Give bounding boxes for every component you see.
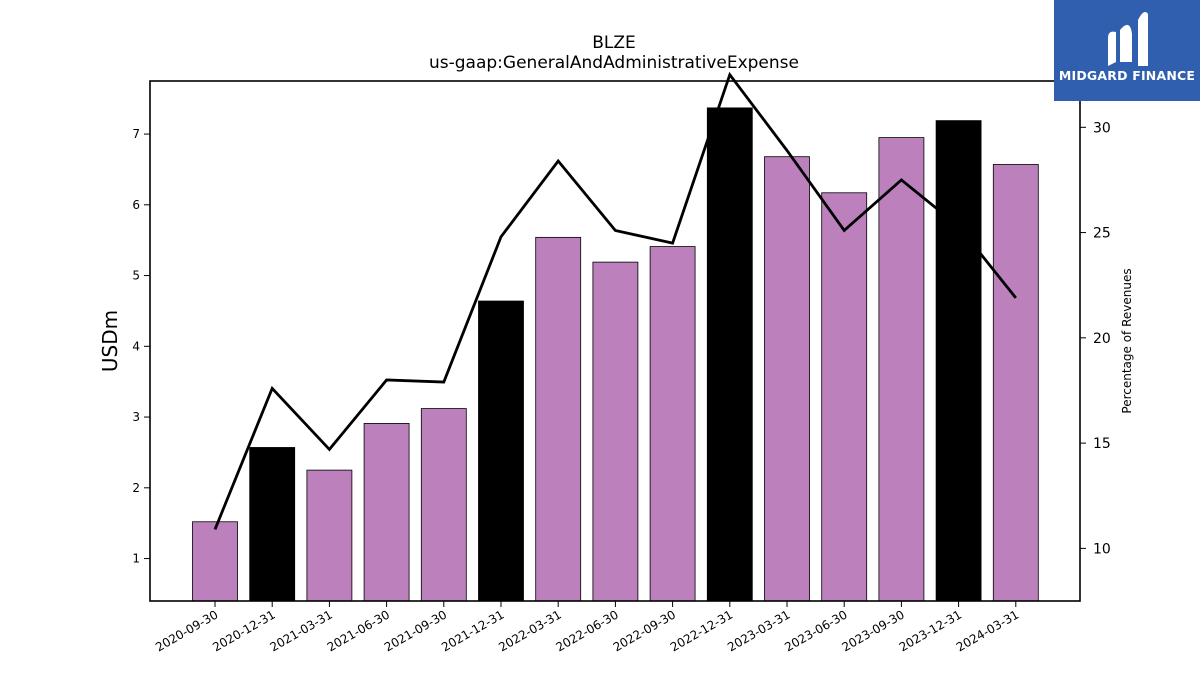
chart-subtitle: us-gaap:GeneralAndAdministrativeExpense — [429, 53, 799, 73]
y2-tick-label: 10 — [1093, 541, 1111, 557]
y-tick-label: 1 — [132, 552, 140, 566]
y2-tick-label: 25 — [1093, 226, 1111, 242]
bar — [764, 156, 810, 602]
brand-logo: MIDGARD FINANCE — [1054, 0, 1200, 101]
x-tick-label: 2020-12-31 — [210, 607, 277, 654]
y-tick-label: 7 — [132, 127, 140, 141]
logo-mark-icon — [1108, 12, 1148, 67]
x-tick-label: 2022-06-30 — [553, 607, 620, 654]
y-tick-label: 3 — [132, 410, 140, 424]
y-axis-label: USDm — [98, 310, 122, 372]
bar — [935, 120, 982, 602]
y-axis-left: 1 2 3 4 5 6 7 — [132, 127, 150, 566]
x-tick-label: 2021-09-30 — [382, 607, 449, 654]
y2-tick-label: 20 — [1093, 331, 1111, 347]
x-tick-label: 2020-09-30 — [153, 607, 220, 654]
bar — [706, 107, 753, 602]
y2-tick-label: 15 — [1093, 436, 1111, 452]
x-tick-label: 2023-09-30 — [839, 607, 906, 654]
bar — [192, 521, 238, 602]
y2-axis-label: Percentage of Revenues — [1120, 268, 1134, 413]
x-tick-label: 2023-12-31 — [897, 607, 964, 654]
x-tick-label: 2022-12-31 — [668, 607, 735, 654]
y2-tick-label: 30 — [1093, 120, 1111, 136]
bars-layer — [192, 107, 1039, 602]
bar — [649, 246, 696, 602]
x-tick-label: 2023-06-30 — [782, 607, 849, 654]
y-tick-label: 5 — [132, 269, 140, 283]
bar — [363, 423, 410, 602]
bar — [420, 408, 467, 602]
x-axis: 2020-09-302020-12-312021-03-312021-06-30… — [153, 601, 1021, 654]
y-tick-label: 6 — [132, 198, 140, 212]
x-tick-label: 2021-12-31 — [439, 607, 506, 654]
logo-text: MIDGARD FINANCE — [1058, 68, 1196, 83]
bar — [306, 469, 353, 602]
y-tick-label: 2 — [132, 481, 140, 495]
bar — [821, 192, 868, 602]
bar — [535, 236, 582, 602]
bar — [992, 164, 1039, 602]
y-tick-label: 4 — [132, 339, 140, 353]
x-tick-label: 2024-03-31 — [954, 607, 1021, 654]
line-layer — [213, 71, 1017, 530]
y-axis-right: 10 15 20 25 30 — [1080, 120, 1111, 557]
x-tick-label: 2021-06-30 — [325, 607, 392, 654]
x-tick-label: 2022-09-30 — [611, 607, 678, 654]
bar — [478, 300, 524, 602]
x-tick-label: 2023-03-31 — [725, 607, 792, 654]
x-tick-label: 2022-03-31 — [496, 607, 563, 654]
bar — [878, 137, 925, 602]
bar — [249, 447, 296, 602]
chart-title: BLZE — [592, 33, 636, 53]
bar — [592, 261, 639, 602]
x-tick-label: 2021-03-31 — [267, 607, 334, 654]
